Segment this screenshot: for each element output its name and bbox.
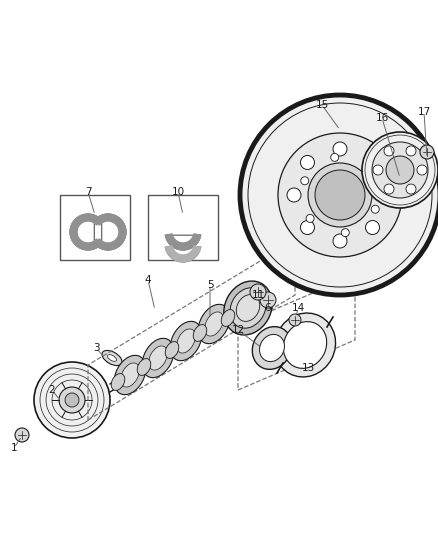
Circle shape [417,165,427,175]
Polygon shape [94,214,126,250]
Circle shape [240,95,438,295]
Text: 10: 10 [171,187,184,197]
Circle shape [366,221,379,235]
Ellipse shape [236,295,260,321]
Ellipse shape [114,356,146,394]
Circle shape [250,284,266,300]
Ellipse shape [107,354,117,361]
Circle shape [406,146,416,156]
Circle shape [301,177,309,185]
Ellipse shape [148,346,167,370]
Circle shape [300,221,314,235]
Circle shape [333,142,347,156]
Text: 4: 4 [145,275,151,285]
Ellipse shape [221,310,235,326]
Text: 3: 3 [93,343,99,353]
Ellipse shape [198,304,230,344]
Polygon shape [165,246,201,262]
Circle shape [289,314,301,326]
Circle shape [287,188,301,202]
Ellipse shape [230,288,266,328]
Circle shape [278,133,402,257]
Circle shape [371,205,379,213]
Circle shape [308,163,372,227]
Text: 15: 15 [315,100,328,110]
Ellipse shape [102,350,122,366]
Ellipse shape [275,313,336,377]
Bar [148,195,218,260]
Ellipse shape [260,334,284,361]
Circle shape [306,214,314,222]
Circle shape [420,145,434,159]
Ellipse shape [283,321,327,368]
Circle shape [15,428,29,442]
Ellipse shape [111,374,125,391]
Text: 14: 14 [291,303,304,313]
Polygon shape [165,234,201,250]
Circle shape [333,234,347,248]
Text: 16: 16 [375,113,389,123]
Circle shape [331,154,339,161]
Circle shape [341,229,349,237]
Ellipse shape [165,342,179,358]
Circle shape [386,156,414,184]
Bar [60,195,130,260]
Text: 2: 2 [49,385,55,395]
Text: 1: 1 [11,443,18,453]
Text: 12: 12 [231,325,245,335]
Text: 17: 17 [417,107,431,117]
Circle shape [384,146,394,156]
Circle shape [300,156,314,169]
Ellipse shape [170,321,202,361]
Circle shape [384,184,394,194]
Circle shape [34,362,110,438]
Circle shape [406,184,416,194]
Polygon shape [70,214,102,250]
Ellipse shape [224,281,272,335]
Ellipse shape [205,312,223,336]
Ellipse shape [120,363,139,387]
Ellipse shape [177,329,195,353]
Text: 11: 11 [251,290,265,300]
Circle shape [379,188,393,202]
Ellipse shape [252,327,292,369]
Circle shape [315,170,365,220]
Circle shape [366,167,374,175]
Text: 7: 7 [85,187,91,197]
Text: 5: 5 [207,280,213,290]
Ellipse shape [137,359,151,375]
Circle shape [366,156,379,169]
Circle shape [65,393,79,407]
Ellipse shape [193,325,207,342]
Text: 13: 13 [301,363,314,373]
Circle shape [59,387,85,413]
Text: 6: 6 [265,303,271,313]
Circle shape [362,132,438,208]
Circle shape [373,165,383,175]
Ellipse shape [142,338,174,378]
Circle shape [260,292,276,308]
Circle shape [372,142,428,198]
